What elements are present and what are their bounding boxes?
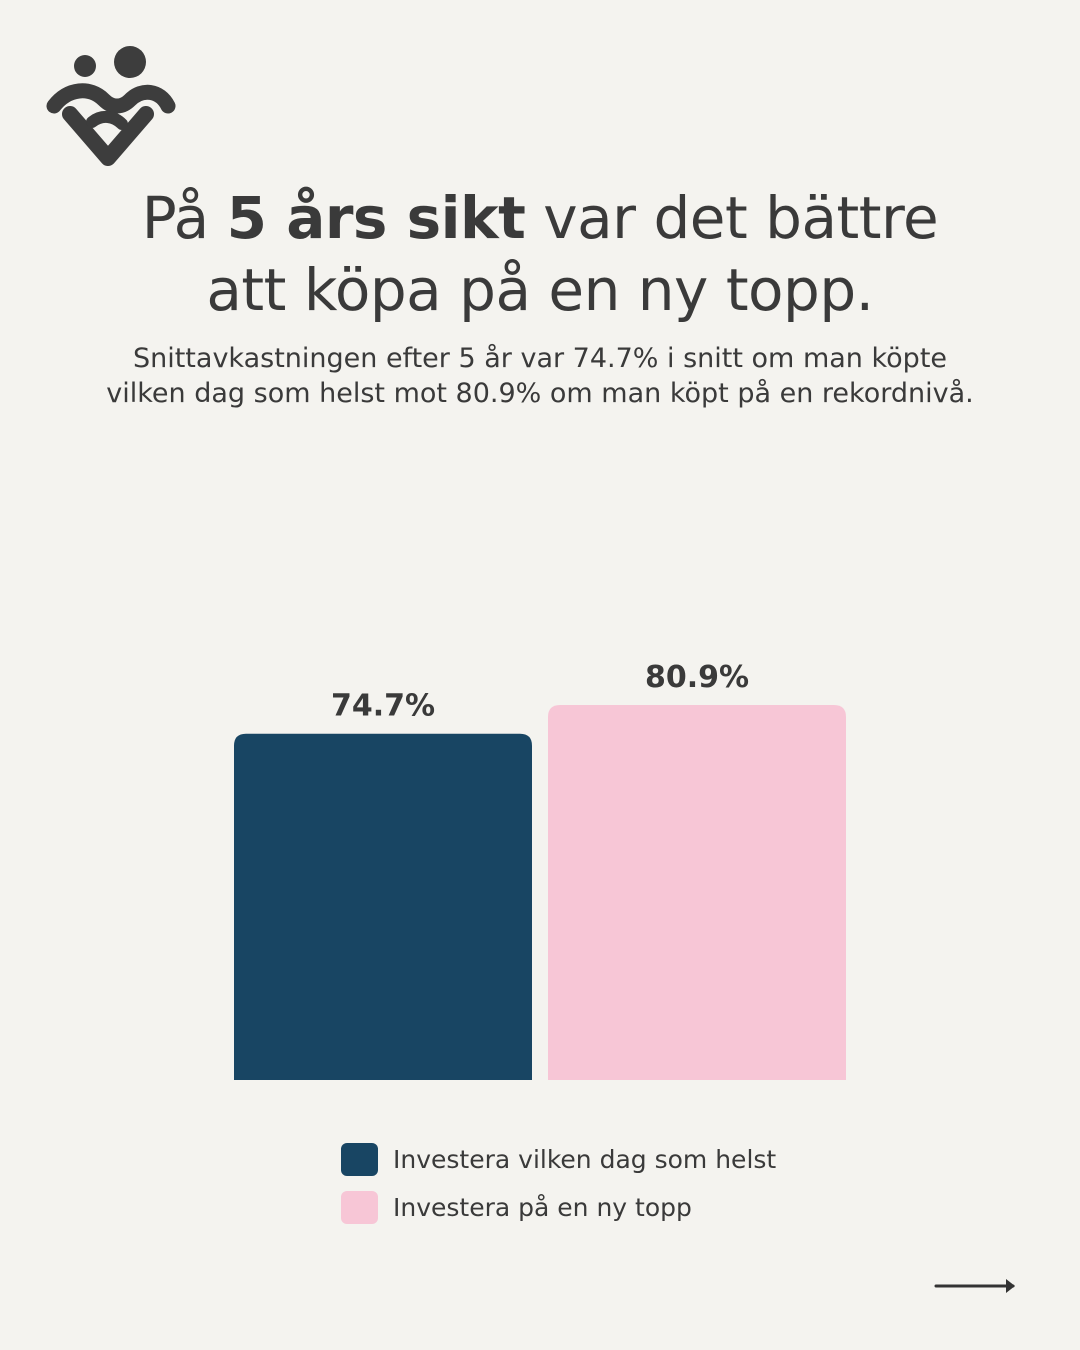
legend-item: Investera på en ny topp bbox=[341, 1190, 776, 1224]
bar-value-label: 74.7% bbox=[331, 689, 435, 724]
legend-swatch-series-1 bbox=[341, 1142, 378, 1176]
headline-line-2: att köpa på en ny topp. bbox=[206, 256, 874, 324]
headline-post: var det bättre bbox=[525, 184, 939, 252]
bar-1 bbox=[234, 733, 532, 1080]
headline-bold: 5 års sikt bbox=[226, 184, 526, 252]
legend-item: Investera vilken dag som helst bbox=[341, 1142, 776, 1176]
legend-swatch-series-2 bbox=[341, 1190, 378, 1224]
arrow-right-icon[interactable] bbox=[933, 1274, 1019, 1298]
people-heart-logo bbox=[46, 46, 176, 166]
chart-legend: Investera vilken dag som helst Investera… bbox=[341, 1142, 776, 1238]
page-title: På 5 års sikt var det bättre att köpa på… bbox=[40, 182, 1040, 326]
headline-pre: På bbox=[141, 184, 227, 252]
legend-label: Investera på en ny topp bbox=[393, 1192, 692, 1222]
headline-line-1: På 5 års sikt var det bättre bbox=[40, 182, 1040, 254]
legend-label: Investera vilken dag som helst bbox=[393, 1144, 777, 1174]
bar-value-label: 80.9% bbox=[645, 660, 749, 695]
bar-2 bbox=[548, 704, 846, 1080]
subtitle: Snittavkastningen efter 5 år var 74.7% i… bbox=[106, 343, 974, 409]
